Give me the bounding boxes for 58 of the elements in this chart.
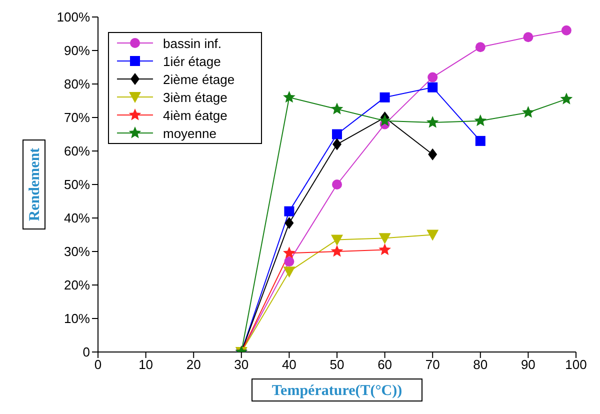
point [330, 102, 344, 114]
legend-label: 1iér étage [163, 54, 221, 68]
x-tick-label: 60 [378, 357, 392, 372]
y-tick-label: 0 [82, 344, 90, 360]
y-tick-label: 20% [64, 278, 90, 293]
x-axis-title: Température(T(°C)) [272, 383, 402, 399]
x-tick-label: 40 [282, 357, 296, 372]
point [284, 217, 294, 230]
y-tick-label: 100% [56, 10, 90, 25]
y-tick-label: 50% [64, 177, 90, 192]
point [284, 206, 294, 216]
y-tick-label: 70% [64, 110, 90, 126]
x-tick-label: 80 [473, 357, 488, 372]
point [283, 246, 296, 258]
point [428, 82, 438, 92]
y-tick-label: 90% [64, 43, 90, 58]
point [332, 138, 342, 150]
legend-label: 3ièm étage [163, 90, 228, 104]
point [522, 106, 534, 118]
point [426, 116, 439, 128]
point [332, 129, 342, 140]
point [560, 92, 573, 104]
point [378, 243, 391, 256]
legend-label: 2ième étage [163, 72, 235, 86]
point [380, 92, 390, 102]
point [428, 148, 438, 160]
point [283, 90, 296, 103]
y-axis-title: Rendement [27, 148, 43, 222]
point [283, 266, 296, 278]
legend-label: bassin inf. [163, 36, 222, 50]
point [475, 136, 486, 146]
point [330, 245, 344, 257]
x-tick-label: 100 [565, 357, 587, 372]
y-tick-label: 60% [64, 144, 90, 159]
point [426, 230, 439, 241]
point [475, 42, 486, 52]
y-tick-label: 10% [64, 311, 90, 326]
point [474, 114, 487, 126]
point [284, 256, 294, 267]
x-tick-label: 70 [425, 357, 440, 372]
point [332, 180, 342, 190]
point [331, 234, 343, 246]
x-tick-label: 30 [234, 357, 249, 372]
legend-label: moyenne [163, 126, 216, 140]
x-tick-label: 10 [138, 357, 154, 372]
point [523, 32, 534, 42]
point [561, 25, 572, 36]
y-tick-label: 40% [64, 210, 90, 226]
x-tick-label: 0 [94, 357, 102, 372]
point [378, 114, 391, 126]
y-tick-label: 80% [64, 76, 90, 92]
x-tick-label: 50 [330, 357, 344, 372]
y-tick-label: 30% [64, 244, 90, 260]
point [428, 72, 438, 82]
legend-label: 4ièm éatge [163, 108, 228, 122]
x-tick-label: 90 [520, 357, 536, 372]
point [378, 233, 391, 244]
x-tick-label: 20 [186, 357, 201, 372]
